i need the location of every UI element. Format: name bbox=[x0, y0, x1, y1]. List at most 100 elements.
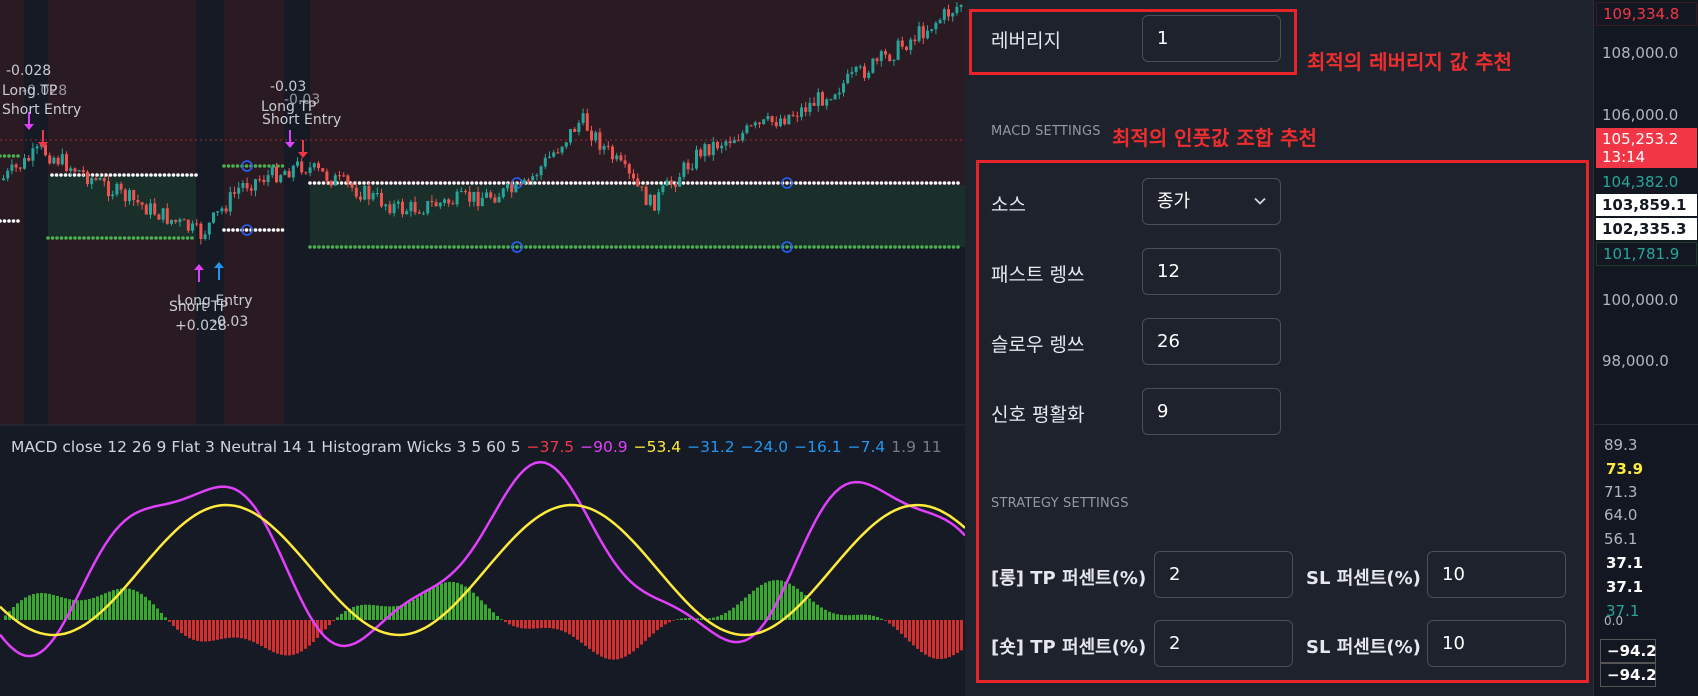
entry-level-dot bbox=[614, 181, 618, 185]
chart-canvas[interactable] bbox=[0, 0, 965, 696]
source-select[interactable]: 종가 bbox=[1142, 178, 1281, 225]
entry-level-dot bbox=[465, 181, 470, 185]
macd-histogram-bar bbox=[320, 620, 323, 634]
candle-body bbox=[518, 183, 522, 185]
candle-body bbox=[434, 202, 438, 207]
macd-histogram-bar bbox=[512, 620, 515, 627]
tp-level-dot bbox=[537, 245, 542, 249]
entry-level-dot bbox=[54, 173, 59, 177]
macd-histogram-bar bbox=[924, 620, 927, 655]
macd-histogram-bar bbox=[632, 620, 635, 652]
chart-area[interactable]: -0.028 Long TP -0.028 Short Entry -0.03 … bbox=[0, 0, 965, 696]
macd-histogram-bar bbox=[308, 620, 311, 646]
entry-level-dot bbox=[77, 173, 81, 177]
tp-level-dot bbox=[569, 245, 573, 249]
macd-histogram-bar bbox=[624, 620, 627, 657]
tp-level-dot bbox=[677, 245, 681, 249]
tp-level-dot bbox=[600, 245, 605, 249]
macd-legend-value: −24.0 bbox=[740, 438, 789, 456]
candle-body bbox=[245, 183, 249, 189]
candle-body bbox=[716, 141, 719, 149]
macd-histogram-bar bbox=[68, 599, 71, 620]
price-badge: 101,781.9 bbox=[1596, 242, 1697, 266]
trade-label-long-tp-value: -0.028 bbox=[6, 63, 52, 79]
macd-badge: −94.2 bbox=[1600, 639, 1657, 663]
macd-histogram-bar bbox=[16, 603, 19, 620]
tp-level-dot bbox=[163, 236, 167, 240]
tp-level-dot bbox=[474, 245, 479, 249]
trade-label-long-tp-overlap: -0.028 bbox=[22, 83, 68, 99]
candle-body bbox=[627, 164, 631, 174]
price-tick: 106,000.0 bbox=[1602, 106, 1679, 124]
candle-body bbox=[447, 199, 451, 204]
entry-level-dot bbox=[704, 181, 708, 185]
macd-histogram-bar bbox=[284, 620, 287, 656]
price-axis[interactable]: 109,334.8 108,000.0 106,000.0 105,253.2 … bbox=[1593, 0, 1698, 696]
current-price: 105,253.2 bbox=[1602, 130, 1679, 148]
tp-level-dot bbox=[140, 236, 145, 240]
entry-level-dot bbox=[167, 173, 171, 177]
short-tp-input[interactable]: 2 bbox=[1154, 620, 1293, 667]
entry-level-dot bbox=[555, 181, 560, 185]
tp-level-dot bbox=[231, 164, 235, 168]
macd-histogram-bar bbox=[744, 597, 747, 620]
tp-level-dot bbox=[190, 236, 194, 240]
tp-level-dot bbox=[735, 245, 740, 249]
entry-level-dot bbox=[474, 181, 479, 185]
macd-histogram-bar bbox=[584, 620, 587, 646]
entry-level-dot bbox=[762, 181, 767, 185]
fast-length-input[interactable]: 12 bbox=[1142, 248, 1281, 295]
long-sl-input[interactable]: 10 bbox=[1427, 551, 1566, 598]
long-tp-input[interactable]: 2 bbox=[1154, 551, 1293, 598]
tp-level-dot bbox=[713, 245, 717, 249]
macd-histogram-bar bbox=[728, 610, 731, 620]
candle-body bbox=[6, 170, 10, 179]
strategy-settings-title: STRATEGY SETTINGS bbox=[991, 496, 1129, 511]
long-tp-arrow bbox=[24, 124, 34, 130]
entry-level-dot bbox=[699, 181, 704, 185]
leverage-input[interactable]: 1 bbox=[1142, 15, 1281, 62]
tp-level-dot bbox=[59, 236, 64, 240]
long-tp-label: [롱] TP 퍼센트(%) bbox=[991, 568, 1147, 589]
candle-body bbox=[854, 66, 858, 72]
macd-legend[interactable]: MACD close 12 26 9 Flat 3 Neutral 14 1 H… bbox=[11, 438, 954, 456]
macd-histogram-bar bbox=[280, 620, 283, 655]
entry-level-dot bbox=[578, 181, 582, 185]
candle-body bbox=[846, 73, 850, 84]
macd-histogram-bar bbox=[816, 604, 819, 620]
tp-level-dot bbox=[113, 236, 118, 240]
candle-body bbox=[237, 187, 241, 194]
tp-level-dot bbox=[109, 236, 113, 240]
slow-length-input[interactable]: 26 bbox=[1142, 318, 1281, 365]
tp-level-dot bbox=[762, 245, 767, 249]
entry-level-dot bbox=[839, 181, 843, 185]
tp-level-dot bbox=[11, 154, 16, 158]
entry-level-dot bbox=[492, 181, 497, 185]
candle-body bbox=[808, 102, 812, 112]
candle-body bbox=[300, 161, 304, 173]
entry-level-dot bbox=[425, 181, 429, 185]
macd-histogram-bar bbox=[448, 581, 451, 620]
entry-level-dot bbox=[834, 181, 839, 185]
candle-body bbox=[409, 201, 413, 212]
tp-level-dot bbox=[127, 236, 131, 240]
entry-level-dot bbox=[411, 181, 416, 185]
short-tp-arrow bbox=[194, 264, 204, 270]
tp-level-dot bbox=[50, 236, 55, 240]
candle-body bbox=[686, 162, 690, 170]
signal-smoothing-input[interactable]: 9 bbox=[1142, 388, 1281, 435]
short-zone bbox=[0, 0, 24, 425]
candle-body bbox=[720, 145, 724, 149]
macd-legend-value: −53.4 bbox=[633, 438, 682, 456]
tp-level-dot bbox=[64, 236, 68, 240]
candle-body bbox=[955, 6, 959, 14]
candle-body bbox=[934, 23, 938, 30]
short-sl-input[interactable]: 10 bbox=[1427, 620, 1566, 667]
macd-histogram-bar bbox=[784, 581, 787, 620]
tp-level-dot bbox=[681, 245, 686, 249]
candle-body bbox=[535, 175, 539, 177]
entry-level-dot bbox=[920, 181, 924, 185]
candle-body bbox=[850, 71, 854, 74]
candle-body bbox=[472, 191, 476, 202]
candle-body bbox=[396, 201, 400, 204]
